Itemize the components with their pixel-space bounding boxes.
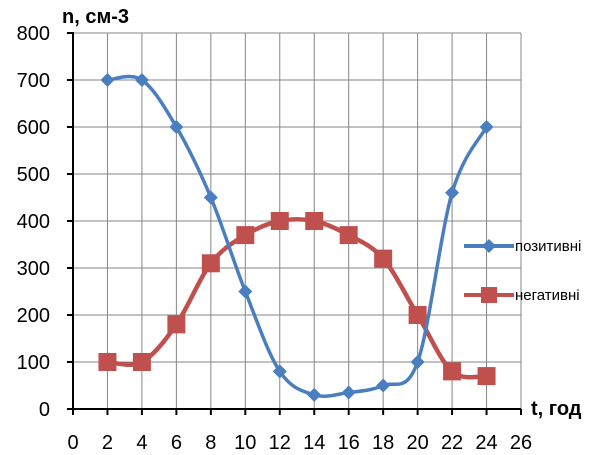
- series-line-positive: [107, 74, 489, 398]
- y-tick-label-400: 400: [17, 211, 50, 233]
- x-tick-label-2: 2: [102, 432, 113, 454]
- y-tick-label-100: 100: [17, 352, 50, 374]
- data-point-negative-2: [98, 353, 117, 371]
- x-axis-title: t, год: [531, 398, 582, 420]
- y-tick-label-700: 700: [17, 70, 50, 92]
- data-point-positive-16: [341, 385, 356, 400]
- legend-item-positive: позитивні: [464, 238, 581, 255]
- data-point-negative-18: [374, 249, 393, 268]
- legend-label-positive: позитивні: [515, 238, 581, 255]
- legend: позитивні негативні: [464, 238, 581, 304]
- series-positive: [100, 73, 494, 402]
- x-tick-label-0: 0: [67, 432, 78, 454]
- data-point-positive-24: [479, 120, 494, 134]
- x-tick-label-4: 4: [136, 432, 147, 454]
- axes: [67, 32, 522, 415]
- data-point-positive-22: [445, 185, 460, 200]
- data-point-positive-20: [410, 355, 425, 369]
- series-negative: [98, 212, 496, 386]
- data-point-positive-14: [307, 387, 322, 402]
- data-point-negative-22: [443, 362, 462, 381]
- x-tick-label-24: 24: [475, 432, 497, 454]
- data-point-positive-18: [376, 378, 391, 393]
- data-point-positive-6: [169, 120, 184, 134]
- data-point-positive-2: [100, 73, 115, 87]
- y-tick-label-0: 0: [39, 399, 50, 421]
- x-tick-label-26: 26: [510, 432, 532, 454]
- data-point-positive-4: [134, 73, 149, 87]
- data-point-negative-6: [167, 315, 186, 334]
- legend-marker-negative: [481, 287, 497, 303]
- data-point-negative-16: [339, 226, 358, 245]
- y-tick-label-200: 200: [17, 305, 50, 327]
- x-tick-label-14: 14: [303, 432, 325, 454]
- x-tick-label-16: 16: [338, 432, 360, 454]
- data-point-positive-12: [272, 364, 287, 379]
- x-tick-label-22: 22: [441, 432, 463, 454]
- x-tick-label-20: 20: [406, 432, 428, 454]
- x-tick-label-18: 18: [372, 432, 394, 454]
- y-axis-title: n, см-3: [62, 6, 129, 28]
- data-point-positive-10: [238, 284, 253, 299]
- data-point-negative-4: [132, 353, 151, 371]
- data-point-negative-24: [477, 367, 496, 386]
- data-point-negative-10: [236, 226, 255, 245]
- y-tick-label-800: 800: [17, 23, 50, 45]
- data-point-negative-20: [408, 306, 427, 324]
- x-tick-label-12: 12: [269, 432, 291, 454]
- x-tick-label-10: 10: [234, 432, 256, 454]
- data-point-negative-8: [201, 254, 220, 273]
- legend-label-negative: негативні: [515, 287, 580, 304]
- legend-marker-positive: [482, 239, 496, 253]
- data-point-negative-14: [305, 212, 324, 230]
- series-layer: [98, 73, 496, 402]
- y-tick-label-300: 300: [17, 258, 50, 280]
- series-line-negative: [107, 216, 487, 380]
- y-tick-label-500: 500: [17, 164, 50, 186]
- legend-item-negative: негативні: [464, 287, 580, 304]
- x-tick-label-8: 8: [205, 432, 216, 454]
- x-tick-label-6: 6: [171, 432, 182, 454]
- data-point-negative-12: [270, 212, 289, 230]
- data-point-positive-8: [203, 190, 218, 205]
- y-tick-label-600: 600: [17, 117, 50, 139]
